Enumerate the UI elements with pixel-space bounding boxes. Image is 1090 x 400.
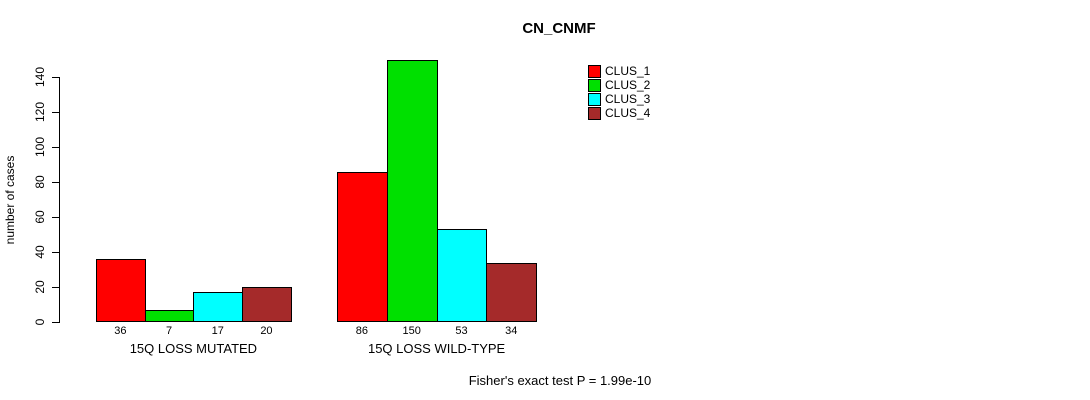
- y-axis-label: number of cases: [3, 155, 17, 245]
- y-axis-tick-label: 80: [33, 175, 47, 189]
- bar-value-label: 150: [402, 325, 421, 337]
- bar-clus_4: [242, 287, 292, 322]
- y-axis-tick: [52, 146, 59, 148]
- y-axis-tick: [52, 181, 59, 183]
- y-axis-tick: [52, 76, 59, 78]
- legend-item: CLUS_3: [588, 93, 650, 106]
- legend-item: CLUS_2: [588, 79, 650, 92]
- y-axis-tick: [52, 111, 59, 113]
- legend-swatch: [588, 107, 601, 120]
- bar-clus_1: [337, 171, 388, 322]
- bar-clus_2: [144, 309, 195, 322]
- legend-swatch: [588, 79, 601, 92]
- y-axis-tick: [52, 251, 59, 253]
- legend-label: CLUS_4: [605, 106, 651, 120]
- bar-clus_1: [96, 259, 146, 322]
- bar-value-label: 7: [165, 325, 173, 337]
- bar-clus_3: [193, 292, 244, 322]
- group-label: 15Q LOSS MUTATED: [129, 341, 258, 356]
- bar-clus_4: [486, 262, 538, 322]
- y-axis-tick: [52, 216, 59, 218]
- y-axis-tick-label: 100: [33, 136, 47, 158]
- bar-value-label: 86: [355, 325, 369, 337]
- chart-title: CN_CNMF: [522, 20, 596, 37]
- bar-value-label: 34: [505, 325, 518, 337]
- legend: CLUS_1 CLUS_2 CLUS_3 CLUS_4: [588, 65, 650, 121]
- legend-label: CLUS_2: [605, 78, 651, 92]
- fisher-test-annotation: Fisher's exact test P = 1.99e-10: [468, 373, 652, 388]
- legend-swatch: [588, 93, 601, 106]
- legend-item: CLUS_4: [588, 107, 650, 120]
- y-axis-tick: [52, 321, 59, 323]
- y-axis-tick-label: 0: [33, 318, 47, 326]
- legend-label: CLUS_1: [605, 64, 651, 78]
- legend-label: CLUS_3: [605, 92, 651, 106]
- bar-value-label: 53: [455, 325, 468, 337]
- bar-value-label: 17: [211, 325, 224, 337]
- group-label: 15Q LOSS WILD-TYPE: [367, 341, 506, 356]
- y-axis-tick-label: 120: [33, 101, 47, 123]
- y-axis-tick: [52, 286, 59, 288]
- bar-value-label: 20: [260, 325, 273, 337]
- y-axis-tick-label: 60: [33, 210, 47, 224]
- y-axis-tick-label: 20: [33, 280, 47, 294]
- y-axis-tick-label: 140: [33, 66, 47, 88]
- legend-swatch: [588, 65, 601, 78]
- bar-clus_3: [436, 229, 488, 322]
- y-axis-line: [59, 77, 60, 323]
- bar-value-label: 36: [114, 325, 127, 337]
- legend-item: CLUS_1: [588, 65, 650, 78]
- bar-clus_2: [386, 59, 438, 322]
- y-axis-tick-label: 40: [33, 245, 47, 259]
